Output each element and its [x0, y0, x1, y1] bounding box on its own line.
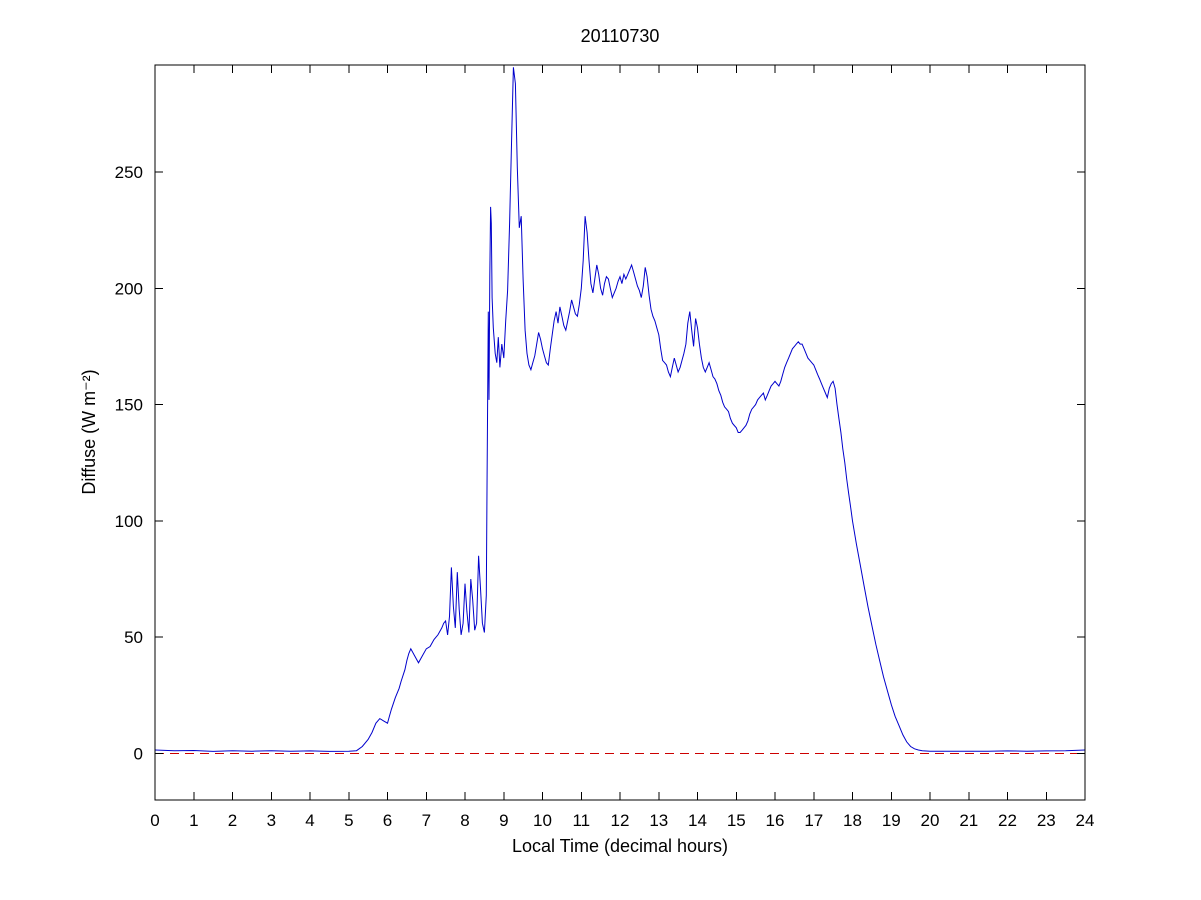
x-tick-label: 11: [572, 811, 590, 830]
chart-title: 20110730: [581, 26, 660, 46]
x-tick-label: 20: [921, 811, 940, 830]
x-tick-label: 7: [422, 811, 431, 830]
y-axis-label: Diffuse (W m⁻²): [79, 369, 99, 494]
x-tick-label: 9: [499, 811, 508, 830]
x-tick-label: 17: [804, 811, 823, 830]
y-tick-label: 150: [115, 396, 143, 415]
axes-box: [154, 64, 1086, 801]
x-tick-label: 18: [843, 811, 862, 830]
x-tick-label: 2: [228, 811, 237, 830]
x-tick-label: 4: [305, 811, 314, 830]
y-tick-label: 100: [115, 512, 143, 531]
diffuse-line: [154, 67, 1086, 752]
x-tick-label: 5: [344, 811, 353, 830]
x-tick-label: 16: [766, 811, 785, 830]
x-tick-label: 24: [1076, 811, 1095, 830]
x-tick-label: 10: [533, 811, 552, 830]
x-tick-label: 0: [150, 811, 159, 830]
y-tick-label: 0: [134, 745, 143, 764]
y-tick-label: 200: [115, 279, 143, 298]
x-tick-label: 6: [383, 811, 392, 830]
y-tick-label: 50: [124, 628, 143, 647]
x-tick-label: 21: [959, 811, 978, 830]
x-tick-label: 12: [611, 811, 630, 830]
plot-area: 0 1 2 3 4 5 6 7 8 9 10 11 12 13 14 15 16 17 18 19 20 21 22 23 24…: [115, 64, 1095, 830]
x-tick-label: 19: [882, 811, 901, 830]
x-tick-label: 15: [727, 811, 746, 830]
y-tick-label: 250: [115, 163, 143, 182]
x-tick-label: 3: [267, 811, 276, 830]
x-tick-label: 14: [688, 811, 707, 830]
x-axis-label: Local Time (decimal hours): [512, 836, 728, 856]
x-tick-label: 23: [1037, 811, 1056, 830]
x-tick-label: 8: [460, 811, 469, 830]
x-tick-label: 22: [998, 811, 1017, 830]
x-tick-label: 1: [189, 811, 198, 830]
x-tick-label: 13: [649, 811, 668, 830]
